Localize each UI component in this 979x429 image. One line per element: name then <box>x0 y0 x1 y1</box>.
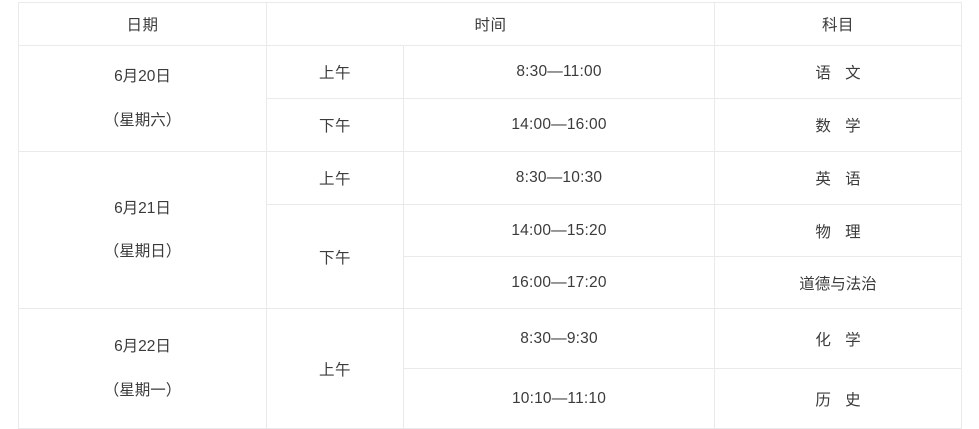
subject-label: 物 理 <box>815 223 866 241</box>
header-cell-subject: 科目 <box>714 2 963 46</box>
table-row: 16:00—17:20 道德与法治 <box>19 256 963 309</box>
date-cell-day1: 6月20日 （星期六） <box>18 45 267 152</box>
period-cell-day2-morning: 上午 <box>266 151 404 205</box>
subject-label: 数 学 <box>815 118 866 135</box>
subject-label: 历 史 <box>815 391 866 409</box>
time-cell-day3-session2: 10:10—11:10 <box>402 368 716 429</box>
subject-label: 英 语 <box>815 171 866 188</box>
date-main-day2: 6月21日 <box>114 199 171 217</box>
subject-cell-day1-session2: 数 学 <box>714 98 963 152</box>
table-row: 6月22日 （星期一） 上午 8:30—9:30 化 学 <box>18 308 963 429</box>
header-cell-time: 时间 <box>265 2 716 46</box>
subject-label: 语 文 <box>815 65 866 82</box>
table-row: 下午 14:00—15:20 物 理 <box>19 204 963 309</box>
subject-cell-day3-session2: 历 史 <box>714 368 963 429</box>
date-main-day1: 6月20日 <box>114 68 171 86</box>
header-cell-date: 日期 <box>18 2 267 46</box>
subject-label: 道德与法治 <box>799 275 877 293</box>
date-cell-day2: 6月21日 （星期日） <box>18 151 267 309</box>
subject-cell-day1-session1: 语 文 <box>714 45 963 99</box>
exam-schedule-table: 日期 时间 科目 6月20日 （星期六） 上午 8:30—11:00 语 文 下… <box>18 2 963 429</box>
period-cell-day2-afternoon: 下午 <box>266 204 404 309</box>
subject-cell-day2-session1: 英 语 <box>714 151 963 205</box>
exam-schedule-sheet: 日期 时间 科目 6月20日 （星期六） 上午 8:30—11:00 语 文 下… <box>18 2 963 429</box>
time-cell-day1-session1: 8:30—11:00 <box>402 45 716 99</box>
date-week-day2: （星期日） <box>103 243 182 260</box>
subject-cell-day3-session1: 化 学 <box>714 308 963 369</box>
table-row: 下午 14:00—16:00 数 学 <box>19 98 963 152</box>
date-cell-day3: 6月22日 （星期一） <box>18 308 267 429</box>
subject-label: 化 学 <box>815 331 866 349</box>
period-cell-day1-afternoon: 下午 <box>266 98 404 152</box>
time-cell-day2-session1: 8:30—10:30 <box>402 151 716 205</box>
date-week-day3: （星期一） <box>103 381 182 399</box>
time-cell-day2-session3: 16:00—17:20 <box>402 256 716 309</box>
period-cell-day1-morning: 上午 <box>266 45 404 99</box>
date-main-day3: 6月22日 <box>114 338 171 356</box>
time-cell-day2-session2: 14:00—15:20 <box>402 204 716 257</box>
subject-cell-day2-session3: 道德与法治 <box>714 256 963 309</box>
time-cell-day1-session2: 14:00—16:00 <box>402 98 716 152</box>
date-week-day1: （星期六） <box>103 111 182 129</box>
table-row: 6月20日 （星期六） 上午 8:30—11:00 语 文 <box>18 45 963 152</box>
table-row: 6月21日 （星期日） 上午 8:30—10:30 英 语 <box>18 151 963 309</box>
time-cell-day3-session1: 8:30—9:30 <box>402 308 716 369</box>
period-cell-day3-morning: 上午 <box>266 308 404 429</box>
subject-cell-day2-session2: 物 理 <box>714 204 963 257</box>
table-header-row: 日期 时间 科目 <box>18 2 963 46</box>
